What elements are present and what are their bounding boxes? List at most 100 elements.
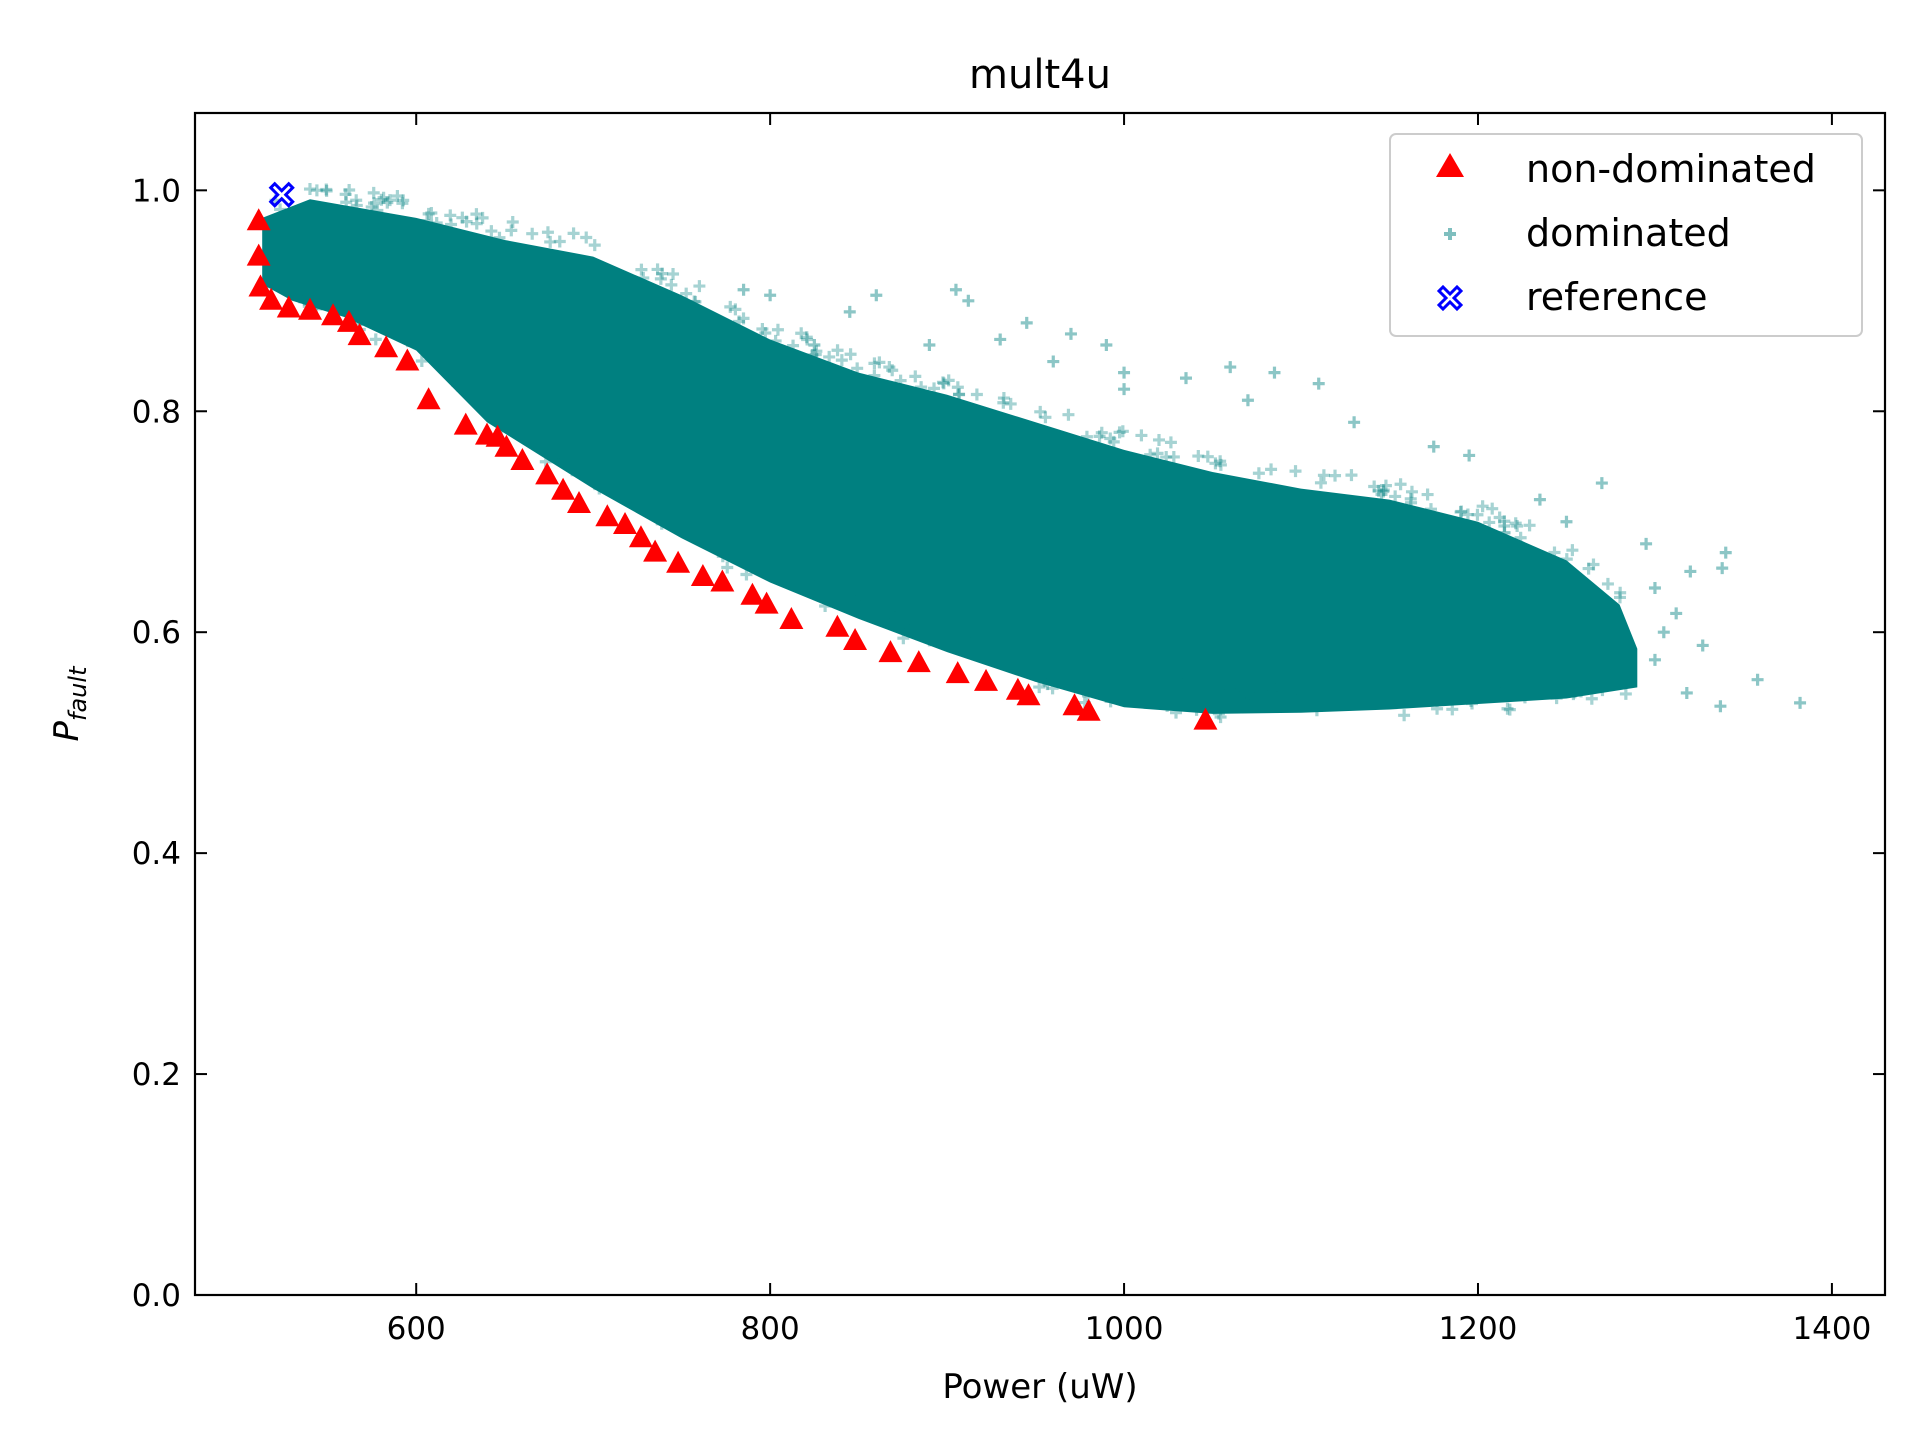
dominated-point xyxy=(396,197,409,210)
dominated-point xyxy=(470,208,483,221)
dominated-point xyxy=(474,398,487,411)
dominated-point xyxy=(415,355,428,368)
dominated-point xyxy=(1509,517,1522,530)
dominated-point xyxy=(759,327,772,340)
dominated-point xyxy=(447,368,460,381)
dominated-point xyxy=(1080,430,1093,443)
dominated-point xyxy=(909,370,922,383)
y-tick-label: 1.0 xyxy=(132,173,181,209)
dominated-point xyxy=(1596,684,1609,697)
dominated-point xyxy=(1268,683,1281,696)
dominated-point xyxy=(1265,463,1278,476)
dominated-point xyxy=(813,573,826,586)
x-tick-label: 600 xyxy=(387,1311,446,1347)
dominated-point xyxy=(923,634,936,647)
dominated-point xyxy=(1446,703,1459,716)
non-dominated-point xyxy=(906,650,931,673)
dominated-point xyxy=(811,588,824,601)
dominated-point xyxy=(957,620,970,633)
non-dominated-points-layer xyxy=(246,208,1218,730)
dominated-point xyxy=(1377,485,1390,498)
dominated-point xyxy=(444,209,457,222)
dominated-point xyxy=(544,235,557,248)
dominated-point xyxy=(544,431,557,444)
dominated-point xyxy=(1496,679,1509,692)
dominated-point xyxy=(1498,519,1511,532)
dominated-point xyxy=(606,465,619,478)
non-dominated-point xyxy=(878,640,903,663)
dominated-point xyxy=(737,312,750,325)
dominated-point xyxy=(1095,426,1108,439)
dominated-point xyxy=(801,333,814,346)
dominated-point xyxy=(1466,697,1478,710)
dominated-point xyxy=(1162,680,1175,693)
dominated-point xyxy=(1100,338,1113,351)
non-dominated-point xyxy=(1193,707,1218,730)
dominated-point xyxy=(401,335,414,348)
dominated-point xyxy=(350,199,363,212)
dominated-point xyxy=(631,495,644,508)
dominated-point xyxy=(848,584,861,597)
dominated-point xyxy=(899,619,912,632)
dominated-point xyxy=(553,235,566,248)
dominated-point xyxy=(1004,397,1017,410)
dominated-point xyxy=(1224,361,1237,374)
dominated-point xyxy=(756,322,769,335)
dominated-point xyxy=(894,374,907,387)
dominated-point xyxy=(868,357,881,370)
dominated-point xyxy=(689,295,702,308)
dominated-point xyxy=(1431,702,1444,715)
dominated-point xyxy=(1229,680,1242,693)
plot-frame xyxy=(193,111,1887,1297)
dominated-point xyxy=(365,314,378,327)
dominated-point xyxy=(1719,546,1732,559)
dominated-point xyxy=(274,203,287,216)
dominated-point xyxy=(1243,687,1256,700)
dominated-point xyxy=(1493,511,1506,524)
dominated-point xyxy=(1601,577,1614,590)
dominated-point xyxy=(1071,672,1084,685)
dominated-point xyxy=(1065,660,1078,673)
dominated-point xyxy=(1038,675,1051,688)
dominated-point xyxy=(676,525,689,538)
non-dominated-point xyxy=(628,525,653,548)
dominated-point xyxy=(1118,383,1131,396)
dominated-point xyxy=(1568,681,1581,694)
dominated-point xyxy=(368,197,381,210)
dominated-point xyxy=(838,587,851,600)
non-dominated-point xyxy=(595,504,620,527)
dominated-point xyxy=(769,334,782,347)
dominated-point xyxy=(1212,707,1225,720)
dominated-point xyxy=(1152,433,1165,446)
dominated-point xyxy=(883,606,896,619)
dominated-point xyxy=(737,283,750,296)
dominated-point xyxy=(823,350,836,363)
dominated-point xyxy=(1433,686,1446,699)
dominated-point xyxy=(1317,469,1330,482)
dominated-point xyxy=(800,572,813,585)
dominated-point xyxy=(593,482,606,495)
dominated-point xyxy=(1113,426,1126,439)
dominated-point xyxy=(1377,484,1390,497)
dominated-point xyxy=(835,354,848,367)
dominated-point xyxy=(806,348,819,361)
dominated-point xyxy=(904,614,917,627)
x-tick-label: 1000 xyxy=(1085,1311,1164,1347)
dominated-point xyxy=(1093,430,1106,443)
dominated-point xyxy=(1338,684,1351,697)
dominated-point xyxy=(1501,702,1514,715)
dominated-point xyxy=(421,214,434,227)
dominated-point xyxy=(1133,695,1146,708)
dominated-point xyxy=(1560,553,1573,566)
dominated-point xyxy=(1142,686,1155,699)
dominated-point xyxy=(1064,327,1077,340)
dominated-point xyxy=(897,616,910,629)
non-dominated-point xyxy=(248,274,273,297)
non-dominated-point xyxy=(416,387,441,410)
dominated-point xyxy=(1457,692,1470,705)
dominated-point xyxy=(567,227,580,240)
dominated-point xyxy=(1190,703,1203,716)
dominated-point xyxy=(320,183,333,196)
dominated-point xyxy=(616,473,629,486)
dominated-point xyxy=(1511,519,1524,532)
